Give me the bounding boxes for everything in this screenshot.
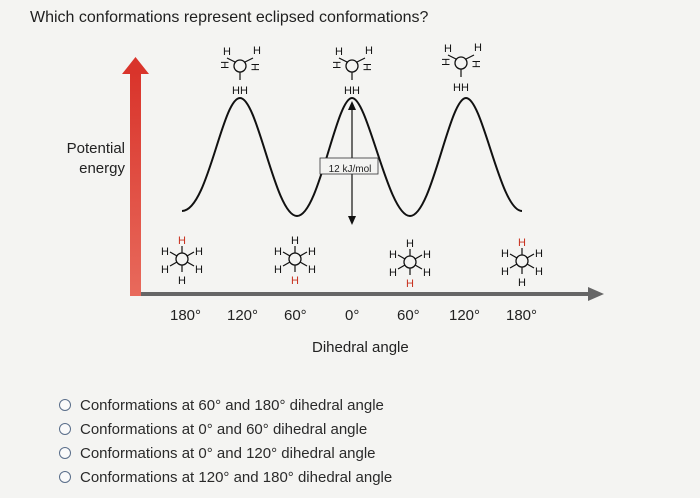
atom-label: H — [362, 63, 374, 71]
option-label: Conformations at 60° and 180° dihedral a… — [80, 396, 384, 414]
atom-label: H — [178, 275, 186, 287]
atom-label: H — [439, 58, 451, 66]
option-label: Conformations at 120° and 180° dihedral … — [80, 468, 393, 486]
atom-label: H — [330, 61, 342, 69]
staggered-newman-projection-4: HHH HH H — [501, 237, 543, 289]
atom-label: H — [291, 235, 299, 247]
atom-label: H — [161, 264, 169, 276]
atom-label: H — [423, 249, 431, 261]
atom-label: H — [406, 278, 414, 290]
atom-label: H — [223, 46, 231, 58]
atom-label: H — [218, 61, 230, 69]
radio-button[interactable] — [59, 447, 71, 459]
dihedral-axis-arrowhead — [588, 287, 604, 301]
tick-label: 180° — [506, 307, 538, 324]
tick-label: 60° — [284, 307, 307, 324]
atom-label: H — [501, 266, 509, 278]
option-1[interactable]: Conformations at 60° and 180° dihedral a… — [59, 393, 392, 417]
tick-label: 180° — [170, 307, 202, 324]
staggered-newman-projection-3: HHH HH H — [389, 238, 431, 290]
tick-label: 0° — [345, 307, 360, 324]
atom-label: H — [308, 246, 316, 258]
atom-label: H — [178, 235, 186, 247]
answer-options: Conformations at 60° and 180° dihedral a… — [59, 393, 392, 489]
tick-label: 60° — [397, 307, 420, 324]
atom-label: H — [195, 264, 203, 276]
radio-button[interactable] — [59, 399, 71, 411]
potential-energy-line2: energy — [79, 160, 125, 177]
option-2[interactable]: Conformations at 0° and 60° dihedral ang… — [59, 417, 392, 441]
atom-label: HH — [344, 85, 360, 97]
energy-axis-arrow — [130, 72, 141, 296]
staggered-newman-projection-1: HHH HH H — [161, 235, 203, 287]
atom-label: H — [535, 266, 543, 278]
option-3[interactable]: Conformations at 0° and 120° dihedral an… — [59, 441, 392, 465]
eclipsed-newman-projection-center: H HH HHH — [330, 45, 374, 97]
atom-label: H — [253, 45, 261, 57]
atom-label: H — [518, 237, 526, 249]
radio-button[interactable] — [59, 471, 71, 483]
energy-barrier-label: 12 kJ/mol — [328, 164, 372, 175]
energy-barrier-arrowhead-bottom — [348, 216, 356, 225]
tick-label: 120° — [449, 307, 481, 324]
energy-barrier-box — [319, 157, 379, 175]
atom-label: H — [274, 246, 282, 258]
energy-curve — [181, 96, 523, 218]
eclipsed-newman-projection-right: H HH HHH — [439, 42, 483, 94]
energy-barrier-arrowhead-top — [348, 101, 356, 110]
atom-label: H — [335, 46, 343, 58]
atom-label: H — [389, 249, 397, 261]
potential-energy-label: Potential energy — [55, 139, 125, 179]
dihedral-angle-label: Dihedral angle — [312, 339, 409, 356]
atom-label: HH — [453, 82, 469, 94]
option-label: Conformations at 0° and 60° dihedral ang… — [80, 420, 368, 438]
atom-label: H — [423, 267, 431, 279]
staggered-newman-projection-2: HHH HH H — [274, 235, 316, 287]
atom-label: H — [518, 277, 526, 289]
atom-label: H — [406, 238, 414, 250]
atom-label: H — [195, 246, 203, 258]
energy-axis-arrowhead — [122, 57, 149, 74]
tick-label: 120° — [227, 307, 259, 324]
option-label: Conformations at 0° and 120° dihedral an… — [80, 444, 376, 462]
atom-label: H — [291, 275, 299, 287]
atom-label: HH — [232, 85, 248, 97]
atom-label: H — [365, 45, 373, 57]
atom-label: H — [471, 60, 483, 68]
atom-label: H — [474, 42, 482, 54]
atom-label: H — [501, 248, 509, 260]
atom-label: H — [274, 264, 282, 276]
atom-label: H — [250, 63, 262, 71]
potential-energy-line1: Potential — [66, 140, 125, 157]
radio-button[interactable] — [59, 423, 71, 435]
option-4[interactable]: Conformations at 120° and 180° dihedral … — [59, 465, 392, 489]
atom-label: H — [535, 248, 543, 260]
eclipsed-newman-projection-left: H HH HHH — [218, 45, 262, 97]
question-text: Which conformations represent eclipsed c… — [30, 9, 429, 26]
atom-label: H — [308, 264, 316, 276]
atom-label: H — [444, 43, 452, 55]
atom-label: H — [389, 267, 397, 279]
atom-label: H — [161, 246, 169, 258]
dihedral-axis — [141, 292, 589, 296]
